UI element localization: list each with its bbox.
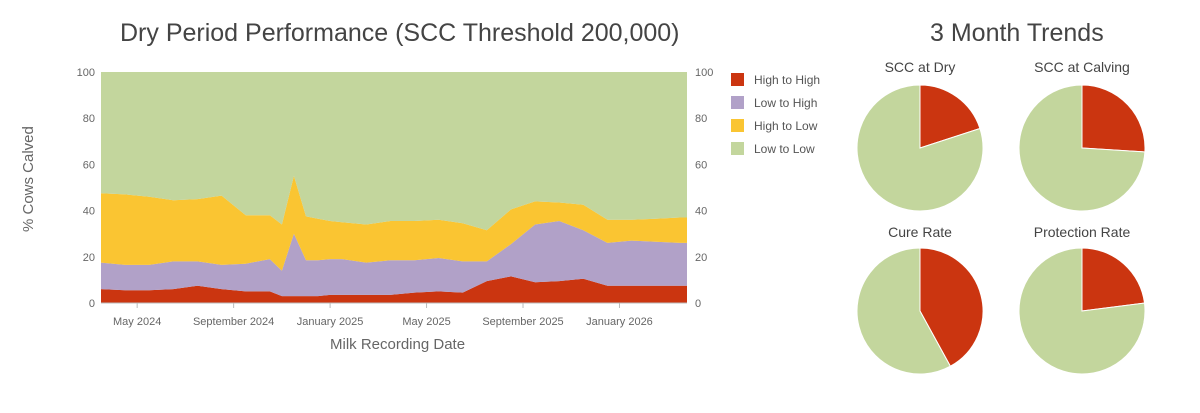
y-tick-label-right: 20 <box>695 252 707 264</box>
pie-title-scc-at-dry: SCC at Dry <box>884 59 956 75</box>
pie-slice-other <box>856 247 952 375</box>
trend-pies <box>856 84 1146 375</box>
pie-slice-high <box>919 84 981 149</box>
y-tick-label-left: 0 <box>89 298 95 310</box>
pie-slice-low <box>1018 84 1146 212</box>
pie-protection-rate <box>1018 247 1146 375</box>
y-tick-label-left: 40 <box>83 206 95 218</box>
trends-panel: 3 Month Trends SCC at Dry SCC at Calving… <box>840 0 1200 413</box>
pie-slice-cured <box>919 247 984 367</box>
y-tick-label-right: 40 <box>695 206 707 218</box>
x-axis-title: Milk Recording Date <box>330 336 466 353</box>
y-tick-label-right: 80 <box>695 113 707 125</box>
legend-item-low-to-low[interactable]: Low to Low <box>731 137 820 160</box>
pie-title-scc-at-calving: SCC at Calving <box>1034 59 1130 75</box>
y-tick-label-left: 20 <box>83 252 95 264</box>
y-axis-title: % Cows Calved <box>20 126 37 232</box>
x-tick-label: January 2026 <box>586 316 653 328</box>
pie-slice-other <box>1018 247 1146 375</box>
pie-slice-low <box>856 84 984 212</box>
x-tick-label: September 2024 <box>193 316 274 328</box>
legend-swatch-low-to-low <box>731 142 744 155</box>
pie-slice-high <box>1081 84 1146 153</box>
legend-swatch-high-to-low <box>731 119 744 132</box>
legend-swatch-high-to-high <box>731 73 744 86</box>
legend-item-low-to-high[interactable]: Low to High <box>731 91 820 114</box>
pie-title-protection-rate: Protection Rate <box>1033 224 1131 240</box>
x-tick-label: January 2025 <box>297 316 364 328</box>
area-low-to-low <box>101 72 687 231</box>
legend-label: Low to Low <box>754 141 815 156</box>
legend: High to High Low to High High to Low Low… <box>731 68 820 160</box>
x-tick-label: September 2025 <box>482 316 563 328</box>
legend-label: Low to High <box>754 95 818 110</box>
legend-swatch-low-to-high <box>731 96 744 109</box>
pie-scc-at-dry <box>856 84 984 212</box>
y-tick-label-right: 0 <box>695 298 701 310</box>
legend-item-high-to-low[interactable]: High to Low <box>731 114 820 137</box>
x-tick-label: May 2025 <box>402 316 450 328</box>
pie-slice-protected <box>1081 247 1146 312</box>
main-chart-title: Dry Period Performance (SCC Threshold 20… <box>120 19 680 47</box>
legend-label: High to High <box>754 72 821 87</box>
y-tick-label-right: 100 <box>695 67 713 79</box>
legend-label: High to Low <box>754 118 818 133</box>
pie-scc-at-calving <box>1018 84 1146 212</box>
area-high-to-high <box>101 276 687 303</box>
pie-cure-rate <box>856 247 984 375</box>
y-tick-label-right: 60 <box>695 159 707 171</box>
trends-title: 3 Month Trends <box>930 19 1104 47</box>
dry-period-area-chart: 0 0 20 20 40 40 60 60 80 80 100 100 May 2024 Septembe… <box>77 67 714 328</box>
area-high-to-low <box>101 175 687 271</box>
y-tick-label-left: 60 <box>83 159 95 171</box>
area-low-to-high <box>101 221 687 297</box>
pie-title-cure-rate: Cure Rate <box>888 224 952 240</box>
y-tick-label-left: 100 <box>77 67 95 79</box>
legend-item-high-to-high[interactable]: High to High <box>731 68 820 91</box>
x-tick-label: May 2024 <box>113 316 161 328</box>
y-tick-label-left: 80 <box>83 113 95 125</box>
